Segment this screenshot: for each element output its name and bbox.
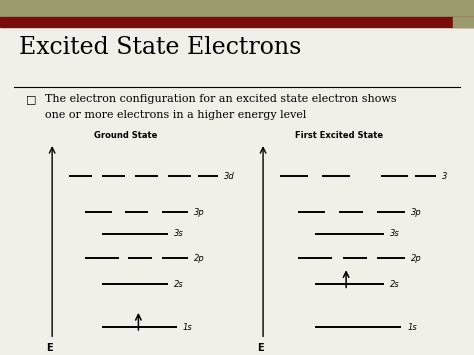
Text: 2s: 2s — [174, 280, 184, 289]
Text: 1s: 1s — [408, 323, 418, 332]
Text: 3p: 3p — [411, 208, 422, 217]
Text: 2p: 2p — [411, 253, 422, 263]
Text: 3s: 3s — [390, 229, 400, 238]
Text: 2s: 2s — [390, 280, 400, 289]
Text: one or more electrons in a higher energy level: one or more electrons in a higher energy… — [45, 110, 306, 120]
Bar — [0, 16, 474, 27]
Text: The electron configuration for an excited state electron shows: The electron configuration for an excite… — [45, 94, 397, 104]
Bar — [453, 16, 474, 27]
Text: 2p: 2p — [194, 253, 205, 263]
Text: 3s: 3s — [174, 229, 184, 238]
Text: 1s: 1s — [182, 323, 192, 332]
Text: 3: 3 — [442, 171, 447, 181]
Text: First Excited State: First Excited State — [295, 131, 383, 140]
Bar — [0, 0, 474, 16]
Text: E: E — [257, 343, 264, 353]
Text: 3p: 3p — [194, 208, 205, 217]
Text: E: E — [46, 343, 53, 353]
Text: Excited State Electrons: Excited State Electrons — [19, 37, 301, 60]
Text: 3d: 3d — [224, 171, 235, 181]
Text: □: □ — [26, 94, 36, 104]
Text: Ground State: Ground State — [94, 131, 157, 140]
